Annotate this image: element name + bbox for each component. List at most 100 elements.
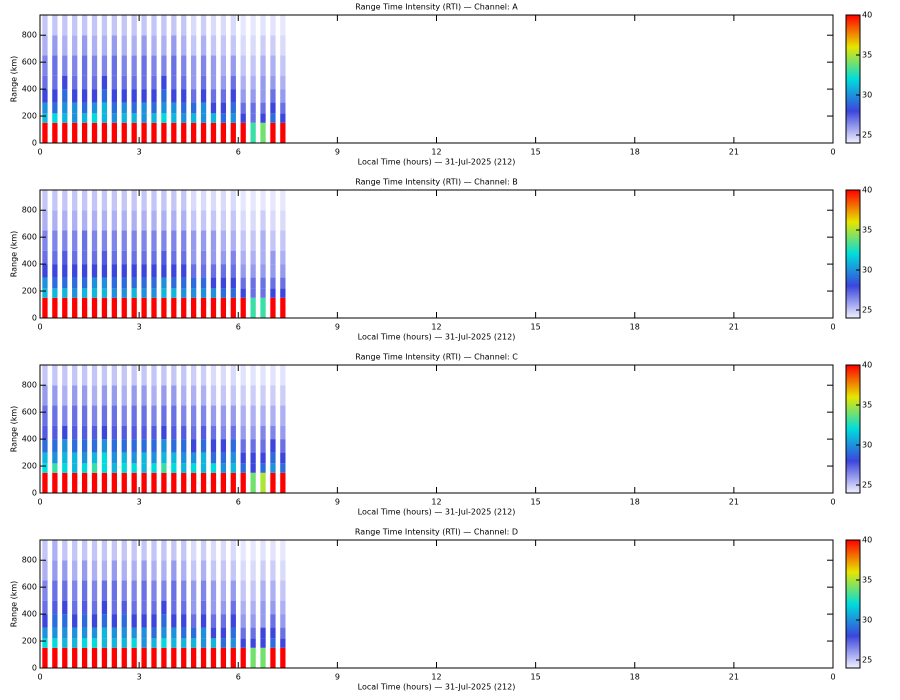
rti-cell <box>181 89 187 103</box>
rti-cell <box>151 405 157 426</box>
rti-cell <box>91 472 98 493</box>
rti-cell <box>101 190 108 211</box>
rti-cell <box>42 288 48 298</box>
rti-cell <box>270 190 276 211</box>
rti-cell <box>151 75 157 90</box>
rti-cell <box>200 55 207 76</box>
rti-cell <box>42 614 48 628</box>
rti-cell <box>230 540 236 561</box>
x-axis-label: Local Time (hours) — 31-Jul-2025 (212) <box>358 683 516 692</box>
rti-cell <box>280 425 286 440</box>
rti-cell <box>81 425 88 440</box>
y-tick-label: 800 <box>22 31 37 40</box>
rti-cell <box>191 55 197 76</box>
rti-cell <box>72 89 78 103</box>
rti-cell <box>161 627 167 639</box>
rti-cell <box>52 540 58 561</box>
rti-cell <box>52 463 58 473</box>
rti-cell <box>250 122 256 143</box>
rti-cell <box>200 250 207 265</box>
rti-cell <box>62 425 68 440</box>
rti-cell <box>191 425 197 440</box>
rti-cell <box>161 365 167 386</box>
rti-cell <box>260 264 266 278</box>
rti-cell <box>72 15 78 36</box>
rti-cell <box>62 264 68 278</box>
rti-cell <box>280 365 286 386</box>
rti-cell <box>111 35 117 56</box>
y-tick-label: 400 <box>22 610 37 619</box>
rti-cell <box>181 647 187 668</box>
rti-cell <box>250 647 256 668</box>
rti-cell <box>191 600 197 615</box>
rti-cell <box>260 365 266 386</box>
rti-cell <box>181 638 187 648</box>
rti-cell <box>131 102 137 114</box>
rti-cell <box>121 560 127 581</box>
rti-cell <box>230 113 236 123</box>
rti-cell <box>270 452 276 464</box>
rti-cell <box>181 405 187 426</box>
rti-cell <box>191 614 197 628</box>
rti-cell <box>260 35 266 56</box>
rti-cell <box>42 439 48 453</box>
x-tick-label: 0 <box>37 498 42 507</box>
rti-cell <box>151 540 157 561</box>
rti-cell <box>191 627 197 639</box>
rti-cell <box>81 452 88 464</box>
rti-cell <box>171 365 177 386</box>
rti-cell <box>171 385 177 406</box>
rti-cell <box>121 75 127 90</box>
rti-cell <box>151 600 157 615</box>
rti-cell <box>151 264 157 278</box>
rti-cell <box>81 540 88 561</box>
rti-cell <box>131 385 137 406</box>
rti-cell <box>131 463 137 473</box>
rti-cell <box>210 288 217 298</box>
colorbar-tick-label: 40 <box>862 361 872 370</box>
rti-cell <box>161 439 167 453</box>
rti-cell <box>171 102 177 114</box>
rti-cell <box>270 472 276 493</box>
rti-cell <box>52 600 58 615</box>
rti-cell <box>161 102 167 114</box>
rti-cell <box>200 264 207 278</box>
rti-cell <box>121 600 127 615</box>
rti-cell <box>240 75 246 90</box>
rti-cell <box>62 35 68 56</box>
rti-cell <box>260 122 266 143</box>
rti-cell <box>171 638 177 648</box>
rti-cell <box>220 580 227 601</box>
rti-cell <box>181 580 187 601</box>
x-tick-label: 12 <box>431 673 441 682</box>
rti-cell <box>181 75 187 90</box>
rti-cell <box>220 297 227 318</box>
rti-cell <box>230 210 236 231</box>
rti-cell <box>111 288 117 298</box>
x-tick-label: 9 <box>335 323 340 332</box>
rti-cell <box>260 113 266 123</box>
rti-cell <box>200 297 207 318</box>
rti-cell <box>42 638 48 648</box>
rti-cell <box>131 230 137 251</box>
rti-cell <box>151 230 157 251</box>
rti-cell <box>91 75 98 90</box>
rti-cell <box>270 230 276 251</box>
rti-cell <box>111 277 117 289</box>
rti-cell <box>111 250 117 265</box>
colorbar-tick-label: 30 <box>862 616 872 625</box>
rti-cell <box>91 55 98 76</box>
rti-cell <box>121 463 127 473</box>
rti-cell <box>200 600 207 615</box>
rti-cell <box>111 560 117 581</box>
rti-cell <box>131 55 137 76</box>
rti-cell <box>151 425 157 440</box>
rti-cell <box>220 277 227 289</box>
rti-cell <box>101 15 108 36</box>
rti-cell <box>210 122 217 143</box>
rti-cell <box>171 113 177 123</box>
rti-cell <box>280 405 286 426</box>
rti-cell <box>81 297 88 318</box>
rti-cell <box>171 277 177 289</box>
